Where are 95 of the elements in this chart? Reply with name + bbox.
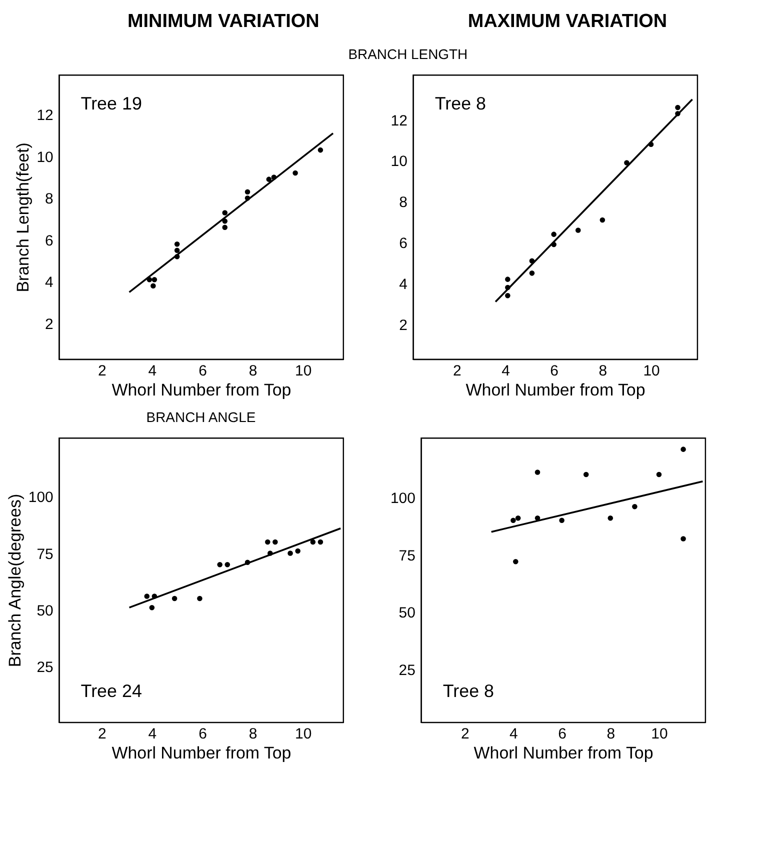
- y-axis-title: Branch Length(feet): [14, 142, 33, 292]
- x-tick-label: 2: [452, 362, 462, 380]
- point: [680, 446, 686, 452]
- point: [515, 515, 521, 521]
- x-tick-label: 6: [550, 362, 558, 380]
- y-tick-label: 8: [399, 194, 408, 212]
- point: [675, 104, 680, 110]
- point: [534, 470, 540, 475]
- y-tick-label: 50: [36, 602, 54, 620]
- y-axis-title: Branch Angle(degrees): [5, 494, 24, 668]
- point: [559, 518, 564, 524]
- x-tick-label: 8: [248, 362, 258, 380]
- point: [266, 176, 272, 182]
- annotation: Tree 19: [80, 94, 142, 114]
- x-axis-title: Whorl Number from Top: [466, 380, 646, 400]
- x-axis-title: Whorl Number from Top: [112, 744, 292, 763]
- point: [292, 170, 298, 176]
- point: [624, 160, 630, 166]
- point: [608, 515, 614, 521]
- x-tick-label: 6: [198, 362, 207, 380]
- x-tick-label: 10: [295, 726, 312, 743]
- y-tick-label: 25: [398, 662, 416, 679]
- point: [244, 189, 250, 194]
- y-tick-label: 25: [36, 658, 54, 676]
- point: [575, 228, 581, 233]
- x-tick-label: 2: [460, 726, 470, 743]
- annotation: Tree 8: [434, 94, 486, 114]
- text: BRANCH LENGTH: [348, 46, 468, 62]
- x-tick-label: 10: [651, 726, 668, 743]
- y-tick-label: 2: [399, 316, 408, 334]
- point: [583, 472, 589, 478]
- y-tick-label: 75: [36, 546, 54, 563]
- point: [656, 472, 662, 478]
- annotation: Tree 8: [442, 681, 494, 702]
- chart-subtitle: BRANCH ANGLE: [146, 408, 256, 425]
- point: [217, 562, 222, 568]
- y-tick-label: 75: [398, 547, 416, 564]
- point: [318, 147, 324, 153]
- point: [222, 224, 228, 230]
- y-tick-label: 4: [45, 274, 54, 292]
- point: [600, 217, 606, 223]
- point: [224, 562, 230, 568]
- point: [680, 536, 686, 542]
- point: [510, 518, 516, 524]
- x-tick-label: 8: [248, 726, 258, 743]
- point: [197, 596, 202, 602]
- point: [505, 276, 510, 282]
- point: [318, 539, 324, 545]
- point: [551, 232, 556, 237]
- point: [149, 604, 155, 610]
- y-tick-label: 2: [45, 316, 54, 334]
- point: [513, 559, 518, 564]
- x-tick-label: 2: [98, 362, 106, 380]
- point: [310, 539, 316, 545]
- point: [174, 241, 180, 247]
- y-tick-label: 8: [45, 190, 54, 208]
- point: [144, 594, 150, 599]
- y-tick-label: 100: [390, 490, 416, 507]
- x-tick-label: 4: [510, 726, 518, 743]
- point: [264, 539, 270, 545]
- point: [295, 548, 300, 554]
- annotation: Tree 24: [80, 681, 142, 702]
- point: [152, 277, 158, 282]
- x-tick-label: 2: [98, 726, 106, 743]
- y-tick-label: 10: [390, 153, 408, 170]
- point: [150, 283, 156, 289]
- x-tick-label: 4: [502, 362, 510, 380]
- point: [288, 550, 293, 556]
- y-tick-label: 50: [398, 604, 416, 622]
- point: [172, 596, 178, 602]
- x-tick-label: 6: [558, 726, 566, 743]
- y-tick-label: 6: [45, 232, 54, 250]
- point: [222, 210, 228, 216]
- point: [272, 539, 278, 545]
- chart-title: MAXIMUM VARIATION: [468, 10, 668, 32]
- x-tick-label: 10: [295, 362, 312, 380]
- x-tick-label: 10: [643, 362, 660, 380]
- x-tick-label: 4: [148, 726, 157, 743]
- x-tick-label: 6: [198, 726, 207, 743]
- y-tick-label: 12: [36, 107, 54, 124]
- x-tick-label: 8: [598, 362, 608, 380]
- x-axis-title: Whorl Number from Top: [474, 744, 654, 763]
- chart-title: MINIMUM VARIATION: [128, 10, 320, 32]
- y-tick-label: 6: [399, 234, 408, 252]
- y-tick-label: 12: [390, 112, 408, 130]
- y-tick-label: 4: [399, 276, 408, 293]
- point: [505, 293, 510, 298]
- x-tick-label: 8: [606, 726, 616, 743]
- point: [529, 270, 535, 276]
- point: [632, 504, 638, 510]
- y-tick-label: 10: [36, 148, 54, 166]
- point: [174, 248, 180, 254]
- x-tick-label: 4: [148, 362, 157, 380]
- x-axis-title: Whorl Number from Top: [112, 380, 292, 400]
- y-tick-label: 100: [28, 489, 54, 506]
